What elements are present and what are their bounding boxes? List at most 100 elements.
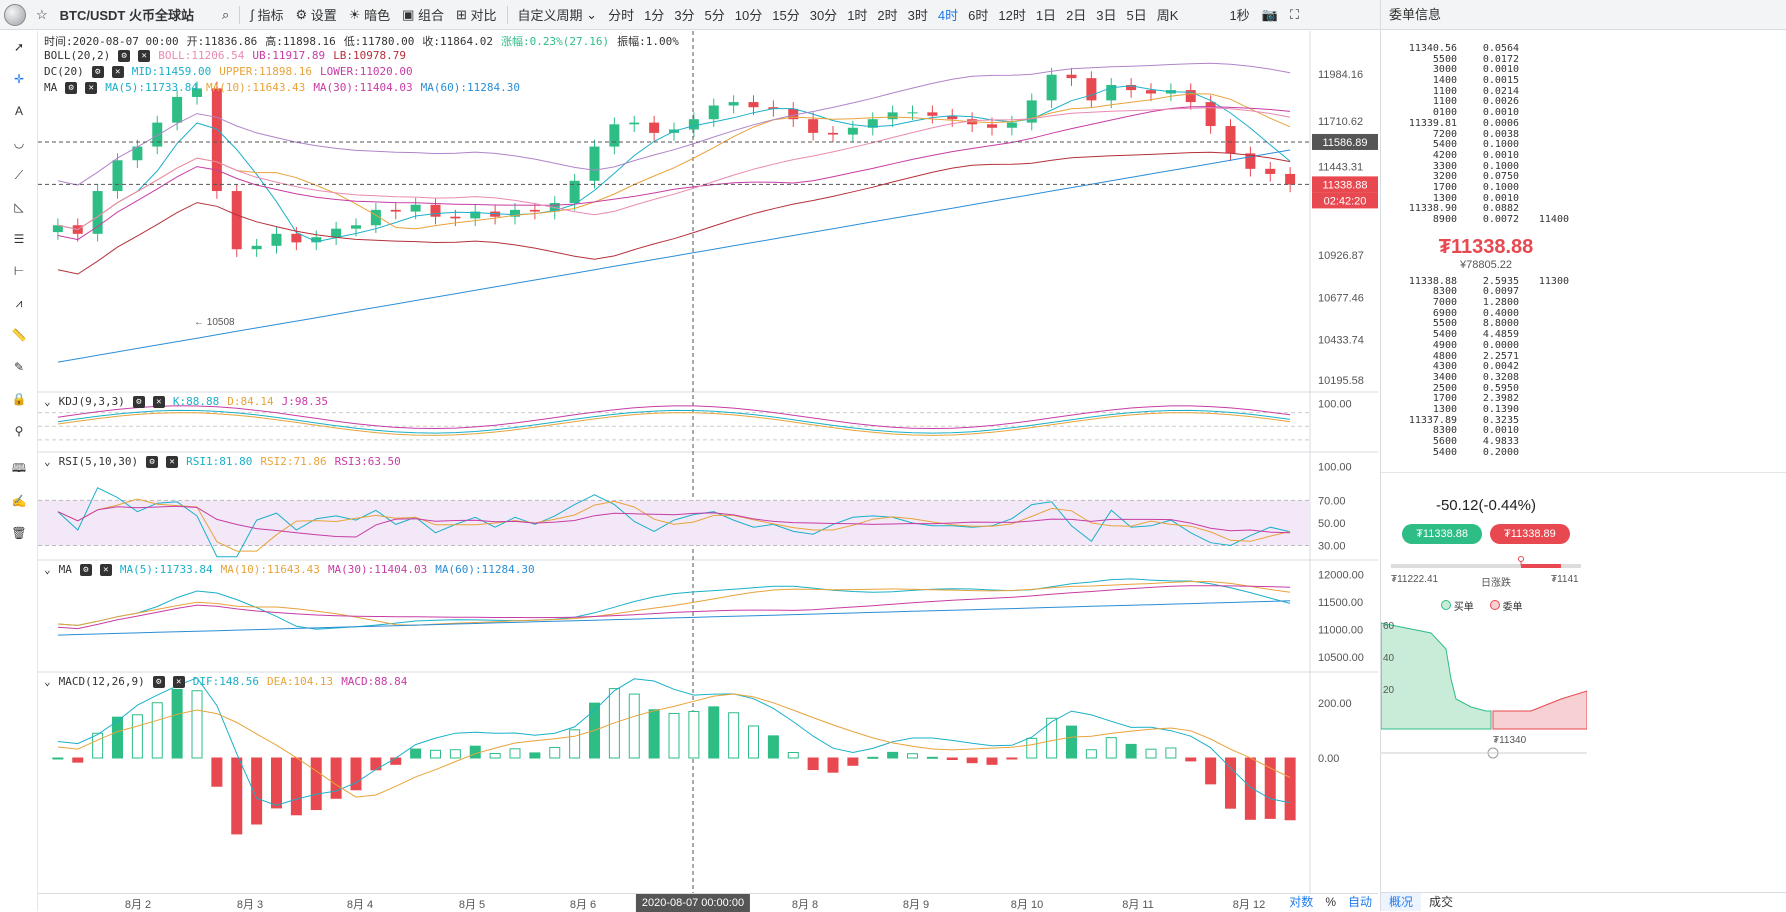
period-tab[interactable]: 30分 (809, 8, 838, 23)
orderbook-row[interactable]: 3300 0.1000 (1381, 161, 1786, 173)
orderbook-row[interactable]: 11339.81 0.0006 (1381, 118, 1786, 130)
orderbook-row[interactable]: 5500 0.0172 (1381, 54, 1786, 66)
settings-icon[interactable]: ⚙ (146, 455, 159, 468)
period-tab[interactable]: 5分 (704, 8, 725, 23)
close-icon[interactable]: ✕ (85, 81, 98, 94)
bid-price-button[interactable]: ₮11338.88 (1402, 524, 1482, 545)
orderbook-row[interactable]: 1400 0.0015 (1381, 75, 1786, 87)
orderbook-row[interactable]: 3000 0.0010 (1381, 65, 1786, 76)
custom-period-dropdown[interactable]: 自定义周期 ⌄ (517, 6, 598, 24)
period-tab[interactable]: 15分 (772, 8, 800, 23)
orderbook-row[interactable]: 1100 0.0026 (1381, 97, 1786, 108)
orderbook-row[interactable]: 11340.56 0.0564 (1381, 43, 1786, 55)
close-icon[interactable]: ✕ (172, 675, 185, 688)
close-icon[interactable]: ✕ (111, 65, 124, 78)
magnet-icon[interactable]: ⚲ (14, 424, 24, 438)
depth-chart[interactable]: 60 40 20 ₮11340 (1380, 619, 1588, 769)
orderbook-row[interactable]: 7200 0.0038 (1381, 129, 1786, 141)
orderbook-row[interactable]: 4900 0.0000 (1381, 340, 1786, 352)
edit-list-icon[interactable]: ✍ (11, 494, 27, 508)
orderbook-row[interactable]: 6900 0.4000 (1381, 308, 1786, 320)
period-tab[interactable]: 1时 (847, 8, 868, 23)
orderbook-row[interactable]: 8300 0.0010 (1381, 426, 1786, 437)
settings-icon[interactable]: ⚙ (152, 675, 165, 688)
time-axis[interactable]: 8月 2 8月 3 8月 4 8月 5 8月 6 8月 8 8月 9 8月 10 8月 11 8月… (38, 893, 1378, 912)
lock-icon[interactable]: 🔒 (11, 392, 27, 406)
cursor-icon[interactable]: ➚ (13, 40, 25, 54)
close-icon[interactable]: ✕ (166, 455, 179, 468)
orderbook-row[interactable]: 2500 0.5950 (1381, 383, 1786, 395)
period-tab[interactable]: 12时 (998, 8, 1026, 23)
orderbook-row[interactable]: 5400 0.1000 (1381, 139, 1786, 151)
arc-tool-icon[interactable]: ◡ (13, 136, 25, 150)
period-tab[interactable]: 3日 (1096, 8, 1117, 23)
orderbook-row[interactable]: 8900 0.0072 11400 (1381, 214, 1786, 226)
orderbook-row[interactable]: 11338.88 2.5935 11300 (1381, 276, 1786, 288)
period-tab[interactable]: 分时 (608, 8, 635, 23)
close-icon[interactable]: ✕ (152, 395, 165, 408)
orderbook-row[interactable]: 11338.90 0.0882 (1381, 204, 1786, 215)
axis-button[interactable]: % (1325, 895, 1336, 909)
orderbook-row[interactable]: 1700 2.3982 (1381, 394, 1786, 405)
orderbook-row[interactable]: 3400 0.3208 (1381, 372, 1786, 384)
period-tab[interactable]: 1分 (644, 8, 665, 23)
combo-button[interactable]: ▣ 组合 (402, 6, 444, 24)
period-tab[interactable]: 周K (1156, 8, 1179, 23)
period-tab[interactable]: 4时 (937, 8, 959, 23)
orderbook-row[interactable]: 8300 0.0097 (1381, 287, 1786, 298)
panel-tab[interactable]: 成交 (1429, 895, 1454, 909)
orderbook-row[interactable]: 4300 0.0042 (1381, 361, 1786, 373)
chart-canvas[interactable]: 11984.16 11710.62 11443.31 10926.87 10677.46… (38, 31, 1378, 893)
fullscreen-icon[interactable]: ⛶ (1289, 6, 1299, 22)
indicators-button[interactable]: ∫ 指标 (250, 7, 284, 23)
settings-icon[interactable]: ⚙ (91, 65, 104, 78)
period-tab[interactable]: 5日 (1126, 8, 1147, 23)
text-tool-icon[interactable]: A (14, 104, 23, 118)
compare-button[interactable]: ⊞ 对比 (456, 6, 497, 24)
orderbook-row[interactable]: 11337.89 0.3235 (1381, 415, 1786, 427)
camera-icon[interactable]: 📷 (1261, 6, 1278, 22)
orderbook-row[interactable]: 1300 0.1390 (1381, 404, 1786, 416)
collapse-icon[interactable]: ⌄ (44, 563, 51, 576)
orderbook-row[interactable]: 4800 2.2571 (1381, 351, 1786, 363)
orderbook-row[interactable]: 0100 0.0010 (1381, 107, 1786, 119)
period-tab[interactable]: 2时 (877, 8, 898, 23)
orderbook-row[interactable]: 5400 4.4859 (1381, 329, 1786, 341)
settings-icon[interactable]: ⚙ (79, 563, 92, 576)
settings-button[interactable]: ⚙ 设置 (295, 6, 337, 24)
dark-mode-button[interactable]: ☀ 暗色 (348, 6, 391, 24)
orderbook-row[interactable]: 4200 0.0010 (1381, 150, 1786, 162)
panel-tab[interactable]: 概况 (1381, 893, 1422, 911)
pattern-tool-icon[interactable]: ⩘ (15, 295, 23, 310)
period-tab[interactable]: 1日 (1035, 8, 1057, 23)
channel-tool-icon[interactable]: ☰ (13, 232, 25, 246)
crosshair-icon[interactable]: ✛ (13, 72, 25, 86)
triangle-tool-icon[interactable]: ◺ (14, 200, 24, 214)
line-tool-icon[interactable]: ⟋ (14, 167, 24, 182)
collapse-icon[interactable]: ⌄ (44, 675, 51, 688)
collapse-icon[interactable]: ⌄ (44, 455, 51, 468)
close-icon[interactable]: ✕ (138, 49, 151, 62)
period-tab[interactable]: 10分 (734, 8, 763, 23)
trash-icon[interactable]: 🗑 (11, 526, 27, 540)
settings-icon[interactable]: ⚙ (132, 395, 145, 408)
orderbook-row[interactable]: 5400 0.2000 (1381, 447, 1786, 459)
period-tab[interactable]: 6时 (968, 8, 989, 23)
close-icon[interactable]: ✕ (99, 563, 112, 576)
orderbook-row[interactable]: 7000 1.2800 (1381, 297, 1786, 309)
settings-icon[interactable]: ⚙ (65, 81, 78, 94)
orderbook-row[interactable]: 5600 4.9833 (1381, 436, 1786, 448)
search-icon[interactable]: ⌕ (222, 6, 230, 22)
orderbook-row[interactable]: 5500 8.8000 (1381, 319, 1786, 330)
ruler-icon[interactable]: 📏 (11, 328, 27, 342)
refresh-interval[interactable]: 1秒 (1229, 8, 1250, 23)
ask-price-button[interactable]: ₮11338.89 (1490, 524, 1570, 545)
favorite-star-icon[interactable]: ☆ (36, 6, 48, 22)
orderbook-row[interactable]: 1300 0.0010 (1381, 193, 1786, 205)
measure-tool-icon[interactable]: ⊢ (13, 264, 25, 278)
period-tab[interactable]: 3分 (674, 8, 695, 23)
collapse-icon[interactable]: ⌄ (44, 395, 51, 408)
period-tab[interactable]: 2日 (1066, 8, 1087, 23)
axis-button[interactable]: 自动 (1347, 895, 1372, 909)
period-tab[interactable]: 3时 (907, 8, 928, 23)
